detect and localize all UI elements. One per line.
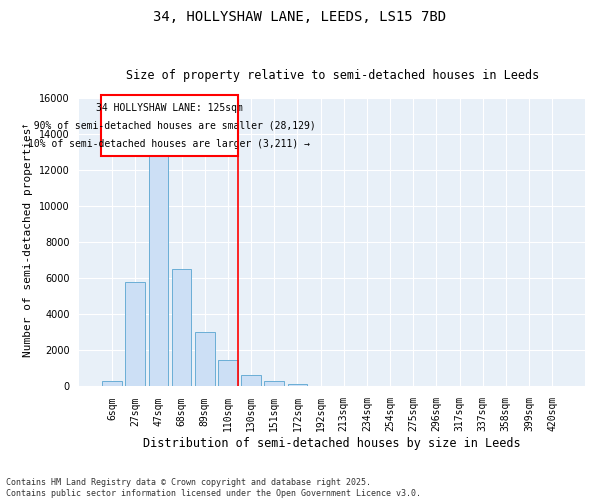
Bar — [172, 270, 191, 386]
Title: Size of property relative to semi-detached houses in Leeds: Size of property relative to semi-detach… — [125, 69, 539, 82]
Bar — [125, 282, 145, 387]
Bar — [101, 95, 238, 156]
Bar — [287, 384, 307, 386]
Bar — [195, 332, 215, 386]
Bar — [241, 375, 261, 386]
Text: 34, HOLLYSHAW LANE, LEEDS, LS15 7BD: 34, HOLLYSHAW LANE, LEEDS, LS15 7BD — [154, 10, 446, 24]
Bar — [149, 149, 168, 386]
Bar — [102, 381, 122, 386]
Text: 34 HOLLYSHAW LANE: 125sqm: 34 HOLLYSHAW LANE: 125sqm — [95, 104, 242, 114]
Bar — [265, 381, 284, 386]
Bar — [218, 360, 238, 386]
Text: Contains HM Land Registry data © Crown copyright and database right 2025.
Contai: Contains HM Land Registry data © Crown c… — [6, 478, 421, 498]
Y-axis label: Number of semi-detached properties: Number of semi-detached properties — [23, 128, 33, 357]
Text: ← 90% of semi-detached houses are smaller (28,129): ← 90% of semi-detached houses are smalle… — [22, 120, 316, 130]
Text: 10% of semi-detached houses are larger (3,211) →: 10% of semi-detached houses are larger (… — [28, 139, 310, 149]
X-axis label: Distribution of semi-detached houses by size in Leeds: Distribution of semi-detached houses by … — [143, 437, 521, 450]
